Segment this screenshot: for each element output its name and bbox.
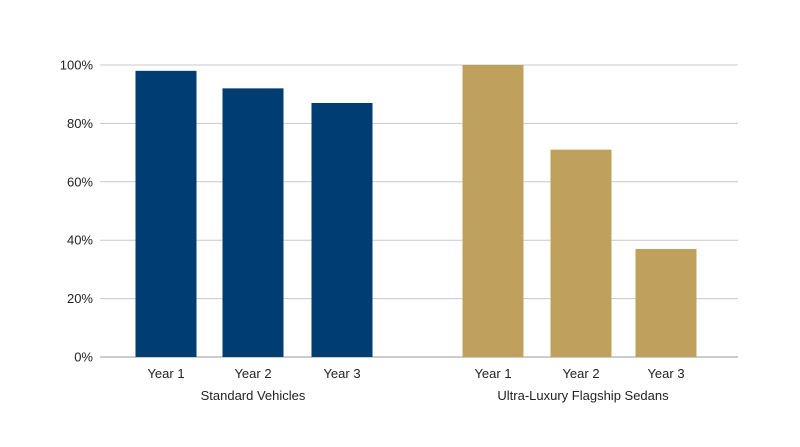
group-label: Ultra-Luxury Flagship Sedans bbox=[497, 388, 669, 403]
x-category-label: Year 3 bbox=[647, 366, 684, 381]
bar-standard-year-3 bbox=[311, 102, 373, 358]
group-label: Standard Vehicles bbox=[201, 388, 306, 403]
x-category-label: Year 1 bbox=[147, 366, 184, 381]
bar-standard-year-2 bbox=[222, 88, 284, 358]
gridlines bbox=[100, 64, 738, 358]
x-category-label: Year 3 bbox=[323, 366, 360, 381]
x-category-label: Year 1 bbox=[474, 366, 511, 381]
bar-ultra-luxury-year-3 bbox=[635, 248, 697, 357]
y-tick-label: 100% bbox=[60, 58, 94, 73]
y-tick-label: 60% bbox=[67, 174, 93, 189]
y-tick-label: 80% bbox=[67, 116, 93, 131]
y-axis: 0% 20% 40% 60% 80% 100% bbox=[60, 58, 94, 365]
bar-ultra-luxury-year-1 bbox=[462, 65, 524, 357]
x-axis: Year 1 Year 2 Year 3 Standard Vehicles Year … bbox=[147, 366, 684, 403]
bar-ultra-luxury-year-2 bbox=[550, 149, 612, 357]
y-tick-label: 20% bbox=[67, 291, 93, 306]
x-category-label: Year 2 bbox=[562, 366, 599, 381]
y-tick-label: 40% bbox=[67, 233, 93, 248]
y-tick-label: 0% bbox=[74, 350, 93, 365]
x-category-label: Year 2 bbox=[234, 366, 271, 381]
bar-standard-year-1 bbox=[135, 70, 197, 357]
bars bbox=[135, 65, 697, 358]
